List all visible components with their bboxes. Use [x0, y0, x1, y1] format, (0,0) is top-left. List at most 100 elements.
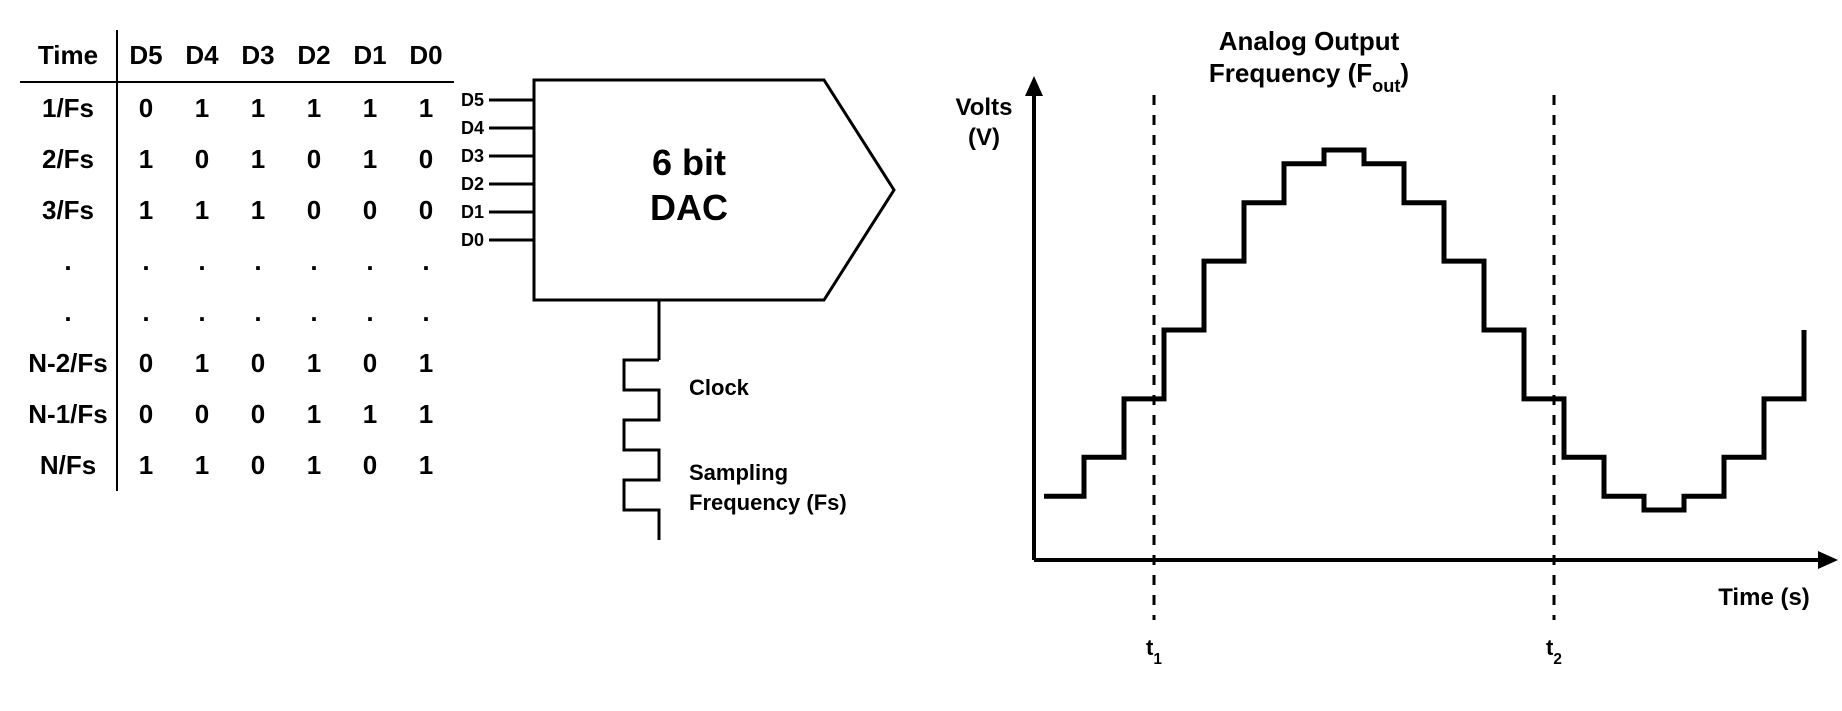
bit-cell: .	[286, 236, 342, 287]
bit-cell: .	[230, 236, 286, 287]
time-cell: 2/Fs	[20, 134, 117, 185]
bit-cell: .	[398, 236, 454, 287]
time-cell: 3/Fs	[20, 185, 117, 236]
bit-cell: 0	[286, 185, 342, 236]
bit-cell: 1	[174, 440, 230, 491]
bit-cell: 0	[398, 185, 454, 236]
table-row: 3/Fs111000	[20, 185, 454, 236]
bit-cell: 0	[117, 389, 174, 440]
table-row: N-1/Fs000111	[20, 389, 454, 440]
output-waveform-panel: Analog OutputFrequency (Fout) Volts (V) Tim…	[924, 20, 1842, 700]
table-row: 2/Fs101010	[20, 134, 454, 185]
dac-input-label: D0	[461, 230, 484, 250]
dac-input-label: D5	[461, 90, 484, 110]
bit-cell: 1	[398, 82, 454, 134]
data-table-panel: Time D5 D4 D3 D2 D1 D0 1/Fs0111112/Fs101…	[20, 30, 454, 491]
dac-title-line2: DAC	[650, 187, 728, 228]
bit-cell: .	[230, 287, 286, 338]
table-header-row: Time D5 D4 D3 D2 D1 D0	[20, 30, 454, 82]
bit-cell: 0	[230, 440, 286, 491]
bit-cell: 1	[286, 440, 342, 491]
chart-title-line1: Analog Output	[1219, 26, 1400, 56]
waveform-chart: Analog OutputFrequency (Fout) Volts (V) Tim…	[924, 20, 1842, 700]
bit-cell: 0	[174, 134, 230, 185]
bit-cell: 1	[398, 389, 454, 440]
x-axis-label: Time (s)	[1718, 584, 1810, 611]
bit-cell: 1	[230, 185, 286, 236]
bit-cell: 1	[174, 82, 230, 134]
staircase-waveform	[1044, 150, 1804, 510]
dac-title-line1: 6 bit	[652, 142, 726, 183]
time-cell: N/Fs	[20, 440, 117, 491]
col-header: D2	[286, 30, 342, 82]
time-cell: .	[20, 236, 117, 287]
bit-cell: 1	[230, 82, 286, 134]
y-axis-arrow-icon	[1025, 76, 1043, 96]
y-axis-label-1: Volts	[956, 94, 1013, 121]
clock-waveform-icon	[624, 360, 659, 540]
table-row: N-2/Fs010101	[20, 338, 454, 389]
bit-cell: 0	[342, 440, 398, 491]
bit-cell: 0	[286, 134, 342, 185]
time-cell: .	[20, 287, 117, 338]
dac-input-label: D2	[461, 174, 484, 194]
col-header: D5	[117, 30, 174, 82]
bit-cell: 1	[117, 440, 174, 491]
bit-cell: .	[117, 287, 174, 338]
bit-cell: .	[342, 236, 398, 287]
bit-cell: 1	[117, 185, 174, 236]
time-cell: 1/Fs	[20, 82, 117, 134]
bit-cell: 1	[398, 440, 454, 491]
bit-cell: 1	[342, 82, 398, 134]
bit-cell: .	[342, 287, 398, 338]
bit-cell: .	[174, 236, 230, 287]
bit-cell: 1	[342, 134, 398, 185]
y-axis-label-2: (V)	[968, 124, 1000, 151]
bit-cell: 1	[342, 389, 398, 440]
dac-diagram: 6 bitDAC D5 D4 D3 D2 D1 D0 Clock Sampling Frequen…	[454, 20, 924, 640]
bit-cell: 1	[286, 338, 342, 389]
bit-cell: 0	[230, 338, 286, 389]
col-header: D4	[174, 30, 230, 82]
col-header: D0	[398, 30, 454, 82]
bit-cell: 0	[230, 389, 286, 440]
bit-cell: 0	[342, 338, 398, 389]
time-header: Time	[20, 30, 117, 82]
bit-cell: 0	[117, 82, 174, 134]
x-axis-arrow-icon	[1818, 551, 1838, 569]
bit-sequence-table: Time D5 D4 D3 D2 D1 D0 1/Fs0111112/Fs101…	[20, 30, 454, 491]
table-row: N/Fs110101	[20, 440, 454, 491]
bit-cell: 1	[230, 134, 286, 185]
bit-cell: 1	[174, 185, 230, 236]
t1-marker-label: t1	[1146, 635, 1162, 668]
bit-cell: 1	[398, 338, 454, 389]
time-cell: N-2/Fs	[20, 338, 117, 389]
clock-label: Clock	[689, 375, 750, 400]
bit-cell: 1	[174, 338, 230, 389]
table-row: 1/Fs011111	[20, 82, 454, 134]
bit-cell: .	[174, 287, 230, 338]
bit-cell: 0	[398, 134, 454, 185]
bit-cell: .	[398, 287, 454, 338]
chart-title-line2: Frequency (Fout)	[1209, 58, 1409, 96]
bit-cell: .	[286, 287, 342, 338]
dac-block-panel: 6 bitDAC D5 D4 D3 D2 D1 D0 Clock Sampling Frequen…	[454, 20, 924, 640]
dac-input-label: D4	[461, 118, 484, 138]
dac-input-label: D3	[461, 146, 484, 166]
bit-cell: 0	[342, 185, 398, 236]
bit-cell: .	[117, 236, 174, 287]
time-cell: N-1/Fs	[20, 389, 117, 440]
sampling-freq-label-2: Frequency (Fs)	[689, 490, 847, 515]
bit-cell: 1	[286, 82, 342, 134]
col-header: D3	[230, 30, 286, 82]
bit-cell: 0	[117, 338, 174, 389]
bit-cell: 1	[286, 389, 342, 440]
bit-cell: 0	[174, 389, 230, 440]
table-row: .......	[20, 236, 454, 287]
dac-input-label: D1	[461, 202, 484, 222]
t2-marker-label: t2	[1546, 635, 1562, 668]
bit-cell: 1	[117, 134, 174, 185]
sampling-freq-label-1: Sampling	[689, 460, 788, 485]
col-header: D1	[342, 30, 398, 82]
table-row: .......	[20, 287, 454, 338]
